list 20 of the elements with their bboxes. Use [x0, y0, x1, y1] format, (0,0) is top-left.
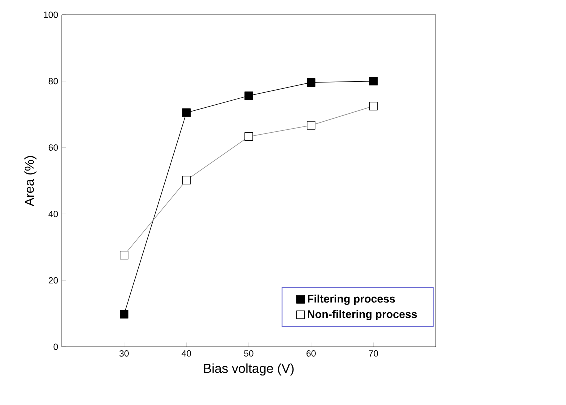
y-tick-label: 60 — [48, 144, 58, 151]
x-tick-label: 70 — [369, 350, 378, 357]
point — [120, 310, 129, 319]
x-tick-label: 60 — [306, 350, 316, 357]
y-tick-label: 40 — [48, 211, 58, 218]
y-tick-label: 100 — [44, 12, 58, 18]
x-axis-title: Bias voltage (V) — [204, 364, 294, 376]
y-tick-label: 0 — [54, 344, 58, 350]
x-tick-label: 30 — [120, 350, 129, 357]
y-tick-label: 20 — [48, 277, 58, 284]
x-tick-label: 50 — [244, 350, 254, 357]
legend-label: Non-filtering process — [308, 310, 418, 321]
point — [307, 78, 316, 88]
x-tick-label: 40 — [182, 350, 192, 357]
legend-label: Filtering process — [308, 294, 396, 306]
y-axis-title: Area (%) — [24, 156, 37, 207]
point — [182, 108, 191, 118]
y-tick-label: 80 — [48, 78, 58, 85]
point — [369, 77, 378, 86]
point — [244, 92, 254, 100]
